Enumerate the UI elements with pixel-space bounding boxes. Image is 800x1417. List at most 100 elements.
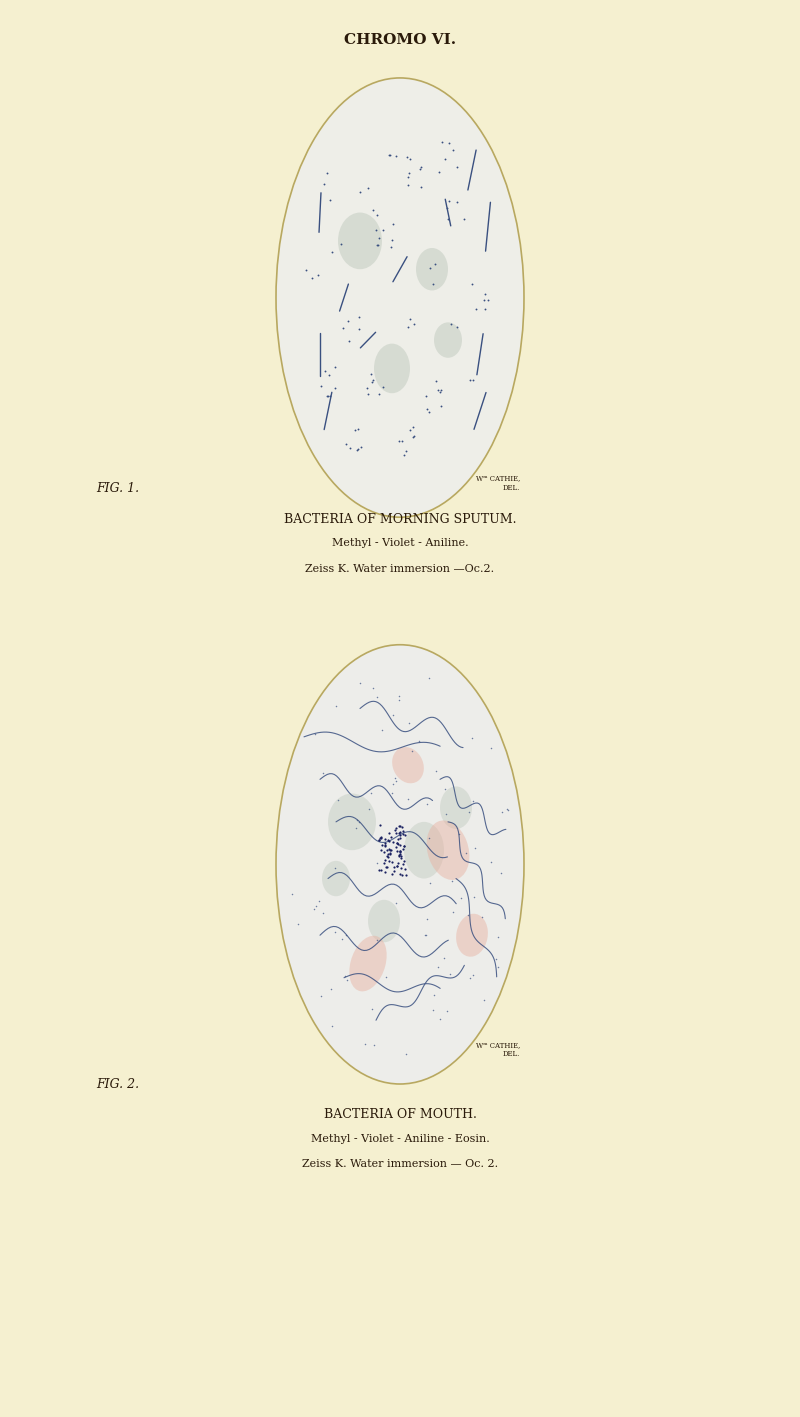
Point <box>366 998 378 1020</box>
Point <box>386 830 399 853</box>
Text: BACTERIA OF MOUTH.: BACTERIA OF MOUTH. <box>323 1108 477 1121</box>
Point <box>380 856 393 879</box>
Point <box>436 130 449 153</box>
Point <box>394 820 406 843</box>
Ellipse shape <box>350 935 386 992</box>
Point <box>434 378 447 401</box>
Point <box>421 908 434 931</box>
Point <box>424 871 437 894</box>
Point <box>429 252 442 275</box>
Point <box>394 815 406 837</box>
Point <box>328 857 341 880</box>
Point <box>380 965 393 988</box>
Point <box>380 845 393 867</box>
Point <box>485 850 498 873</box>
Point <box>442 132 455 154</box>
Point <box>330 696 342 718</box>
Point <box>386 213 399 235</box>
Point <box>370 218 382 241</box>
Point <box>374 813 386 836</box>
Text: Zeiss K. Water immersion —Oc.2.: Zeiss K. Water immersion —Oc.2. <box>306 564 494 574</box>
Point <box>318 173 330 196</box>
Point <box>463 370 476 393</box>
Point <box>408 425 421 448</box>
Point <box>354 181 366 204</box>
Text: CHROMO VI.: CHROMO VI. <box>344 33 456 47</box>
Circle shape <box>276 78 524 517</box>
Point <box>392 843 405 866</box>
Point <box>378 832 391 854</box>
Point <box>334 232 347 255</box>
Point <box>438 947 450 969</box>
Point <box>478 989 490 1012</box>
Point <box>382 837 395 860</box>
Point <box>464 966 477 989</box>
Point <box>322 364 335 387</box>
Point <box>393 689 406 711</box>
Point <box>501 798 514 820</box>
Point <box>390 891 402 914</box>
Point <box>390 832 403 854</box>
Point <box>390 836 402 859</box>
Point <box>392 845 405 867</box>
Point <box>376 833 389 856</box>
Point <box>350 808 363 830</box>
Point <box>444 962 457 985</box>
Point <box>374 828 386 850</box>
Point <box>393 429 406 452</box>
Point <box>314 376 327 398</box>
Point <box>382 830 395 853</box>
Point <box>394 840 406 863</box>
Point <box>402 166 415 188</box>
Point <box>364 363 377 385</box>
Point <box>370 852 383 874</box>
Point <box>390 816 402 839</box>
Point <box>414 176 427 198</box>
Point <box>447 900 460 922</box>
Point <box>394 840 406 863</box>
Point <box>434 380 446 402</box>
Point <box>378 852 391 874</box>
Point <box>438 778 451 801</box>
Text: Wᵐ CATHIE,
DEL.: Wᵐ CATHIE, DEL. <box>476 1040 520 1058</box>
Point <box>462 801 475 823</box>
Point <box>396 853 409 876</box>
Point <box>362 383 375 405</box>
Point <box>373 383 386 405</box>
Point <box>468 886 481 908</box>
Point <box>350 439 363 462</box>
Point <box>306 268 318 290</box>
Point <box>367 676 380 699</box>
Point <box>494 862 507 884</box>
Point <box>466 727 479 750</box>
Point <box>373 227 386 249</box>
Point <box>382 846 394 869</box>
Point <box>366 368 379 391</box>
Point <box>367 1033 380 1056</box>
Point <box>478 289 490 312</box>
Point <box>390 854 403 877</box>
Point <box>467 789 480 812</box>
Point <box>318 360 331 383</box>
Point <box>441 999 454 1022</box>
Point <box>476 905 489 928</box>
Point <box>422 666 435 689</box>
Point <box>453 822 466 845</box>
Point <box>376 718 389 741</box>
Ellipse shape <box>426 820 470 880</box>
Point <box>407 417 420 439</box>
Point <box>332 789 345 812</box>
Point <box>383 839 396 862</box>
Point <box>372 859 385 881</box>
Point <box>433 1007 446 1030</box>
Point <box>432 162 445 184</box>
Point <box>406 427 419 449</box>
Point <box>389 769 402 792</box>
Point <box>372 829 385 852</box>
Point <box>438 147 451 170</box>
Point <box>430 760 442 782</box>
Point <box>323 188 336 211</box>
Point <box>394 835 406 857</box>
Point <box>432 378 445 401</box>
Point <box>382 849 395 871</box>
